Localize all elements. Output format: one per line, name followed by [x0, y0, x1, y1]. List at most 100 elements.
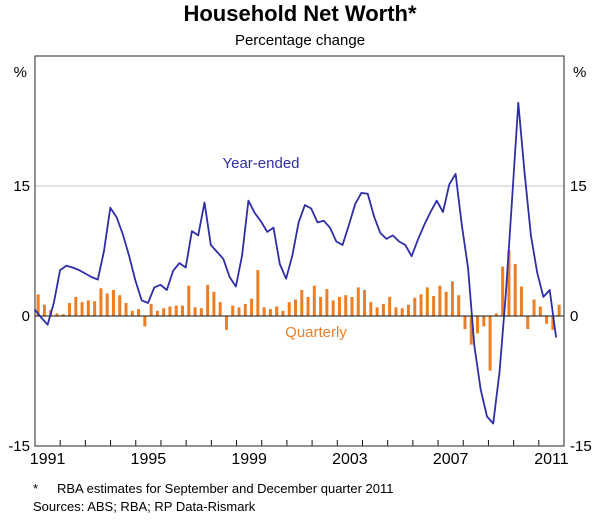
quarterly-bar: [337, 296, 341, 316]
quarterly-bar: [80, 302, 84, 316]
quarterly-bar: [124, 303, 128, 316]
quarterly-bar: [450, 281, 454, 316]
quarterly-bar: [545, 316, 549, 324]
quarterly-bar: [74, 296, 78, 316]
y-axis-label-right: -15: [570, 438, 592, 455]
footnote-marker: *: [33, 481, 39, 496]
quarterly-bar: [369, 302, 373, 316]
quarterly-bar: [256, 270, 260, 316]
x-axis-year-label: 1995: [131, 451, 167, 468]
year-ended-line: [34, 101, 557, 425]
quarterly-bar: [319, 296, 323, 316]
x-axis-year-label: 2003: [332, 451, 368, 468]
y-axis-label-left: 0: [22, 308, 30, 325]
quarterly-bar: [312, 285, 316, 316]
quarterly-bar: [130, 310, 134, 316]
footnote: * RBA estimates for September and Decemb…: [33, 481, 394, 496]
quarterly-bar: [250, 298, 254, 316]
quarterly-bar: [526, 316, 530, 329]
quarterly-bar: [168, 306, 172, 316]
y-axis-label-left: -15: [8, 438, 30, 455]
quarterly-bar: [143, 316, 147, 327]
quarterly-label: Quarterly: [285, 324, 347, 341]
page-title: Household Net Worth*: [183, 1, 417, 26]
quarterly-bar: [199, 308, 203, 316]
quarterly-bar: [331, 300, 335, 316]
y-axis-unit-left: %: [14, 64, 27, 81]
quarterly-bar: [501, 266, 505, 316]
quarterly-bar: [224, 316, 228, 330]
quarterly-bar: [350, 296, 354, 316]
quarterly-bar: [538, 306, 542, 316]
quarterly-bar: [61, 314, 65, 316]
quarterly-bar: [413, 297, 417, 316]
x-axis-year-label: 1991: [30, 451, 66, 468]
quarterly-bar: [155, 310, 159, 316]
quarterly-bar: [438, 285, 442, 316]
quarterly-bar: [118, 295, 122, 316]
x-axis-year-label: 2011: [534, 451, 569, 468]
quarterly-bar: [419, 294, 423, 316]
quarterly-bar: [557, 304, 561, 316]
quarterly-bar: [111, 290, 115, 316]
y-axis-label-right: 15: [570, 178, 587, 195]
quarterly-bar: [93, 301, 97, 316]
quarterly-bar: [457, 295, 461, 316]
quarterly-bar: [344, 295, 348, 316]
quarterly-bar: [99, 288, 103, 316]
quarterly-bar: [281, 310, 285, 316]
quarterly-bar: [463, 316, 467, 329]
quarterly-bar: [275, 306, 279, 316]
quarterly-bar: [325, 289, 329, 316]
y-axis-unit-right: %: [573, 64, 586, 81]
y-axis-label-right: 0: [570, 308, 578, 325]
quarterly-bar: [174, 305, 178, 316]
quarterly-bar: [105, 293, 109, 316]
quarterly-bar: [287, 302, 291, 316]
quarterly-bar: [237, 307, 241, 316]
quarterly-bar: [262, 307, 266, 316]
quarterly-bar: [306, 296, 310, 316]
year-ended-label: Year-ended: [222, 155, 300, 172]
chart-subtitle: Percentage change: [234, 32, 366, 49]
quarterly-bar: [494, 313, 498, 316]
quarterly-bar: [86, 300, 90, 316]
quarterly-bar: [68, 303, 72, 316]
quarterly-bar: [42, 304, 46, 316]
x-axis-year-label: 1999: [231, 451, 267, 468]
quarterly-bar: [488, 316, 492, 371]
y-axis-label-left: 15: [13, 178, 30, 195]
quarterly-bar: [388, 296, 392, 316]
quarterly-bar: [507, 250, 511, 316]
quarterly-bar: [206, 284, 210, 316]
quarterly-bar: [193, 307, 197, 316]
quarterly-bar: [519, 286, 523, 316]
quarterly-bar: [243, 303, 247, 316]
quarterly-bar: [268, 309, 272, 316]
quarterly-bar: [363, 290, 367, 316]
quarterly-bar: [300, 290, 304, 316]
quarterly-bar: [469, 316, 473, 345]
quarterly-bar: [425, 287, 429, 316]
x-axis-year-label: 2007: [433, 451, 469, 468]
quarterly-bar: [444, 291, 448, 316]
quarterly-bar: [406, 304, 410, 316]
quarterly-bar: [375, 307, 379, 316]
quarterly-bar: [400, 308, 404, 316]
quarterly-bar: [36, 294, 40, 316]
quarterly-bar: [513, 264, 517, 316]
quarterly-bar: [432, 296, 436, 316]
quarterly-bar: [55, 313, 59, 316]
plot-frame: [34, 55, 565, 447]
quarterly-bar: [181, 305, 185, 316]
quarterly-bar: [482, 316, 486, 327]
quarterly-bar: [162, 308, 166, 316]
quarterly-bar: [187, 285, 191, 316]
quarterly-bar: [381, 303, 385, 316]
quarterly-bar: [137, 309, 141, 316]
quarterly-bar: [212, 291, 216, 316]
quarterly-bar: [294, 299, 297, 316]
quarterly-bar: [532, 299, 536, 316]
